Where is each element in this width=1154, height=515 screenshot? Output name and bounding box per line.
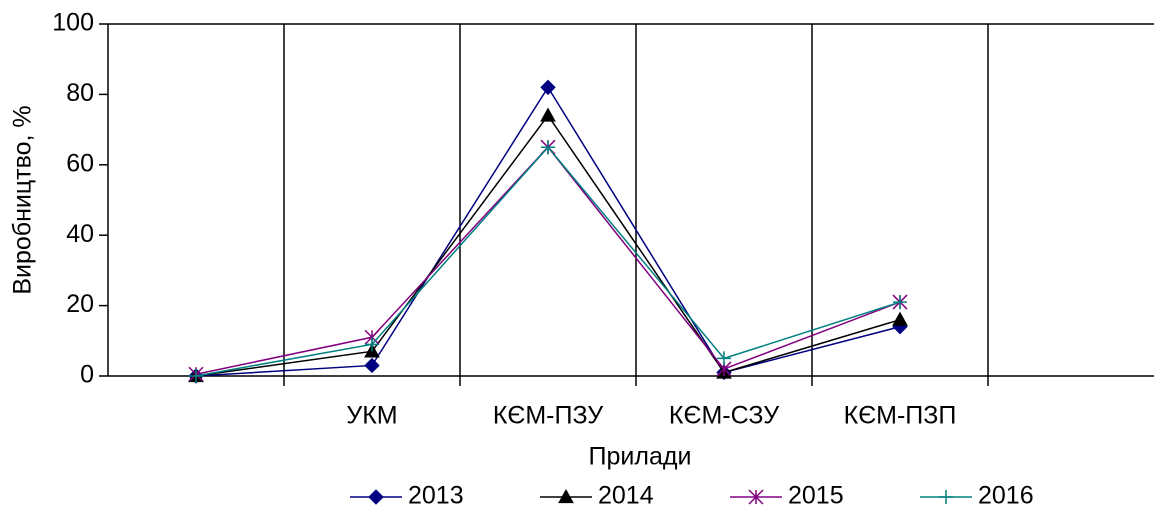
- x-tick-label: УКМ: [346, 402, 397, 430]
- point: [365, 337, 379, 352]
- y-tick-label: 40: [66, 220, 94, 248]
- x-tick-label: КЄМ-ПЗП: [844, 402, 957, 430]
- legend-label: 2013: [408, 482, 464, 510]
- point: [540, 107, 556, 122]
- y-axis-label: Виробництво, %: [9, 105, 37, 294]
- point: [364, 357, 380, 374]
- series-line: [195, 114, 901, 377]
- point: [189, 369, 203, 383]
- point: [717, 351, 731, 366]
- legend-marker: [368, 489, 384, 505]
- x-tick-label: КЄМ-ПЗУ: [493, 402, 603, 430]
- legend-marker: [748, 489, 764, 505]
- point: [892, 311, 908, 326]
- series-line: [195, 85, 901, 377]
- legend-label: 2014: [598, 482, 654, 510]
- point: [540, 79, 556, 96]
- x-axis-label: Прилади: [589, 443, 692, 471]
- legend-label: 2015: [788, 482, 844, 510]
- legend-marker: [558, 488, 574, 504]
- y-tick-label: 20: [66, 290, 94, 318]
- y-tick-label: 100: [52, 9, 94, 37]
- point: [893, 295, 907, 310]
- y-tick-label: 0: [80, 361, 94, 389]
- x-tick-label: КЄМ-СЗУ: [669, 402, 779, 430]
- legend-marker: [939, 490, 953, 504]
- point: [541, 140, 555, 155]
- legend-label: 2016: [978, 482, 1034, 510]
- y-tick-label: 60: [66, 149, 94, 177]
- series-line: [195, 146, 901, 375]
- y-tick-label: 80: [66, 79, 94, 107]
